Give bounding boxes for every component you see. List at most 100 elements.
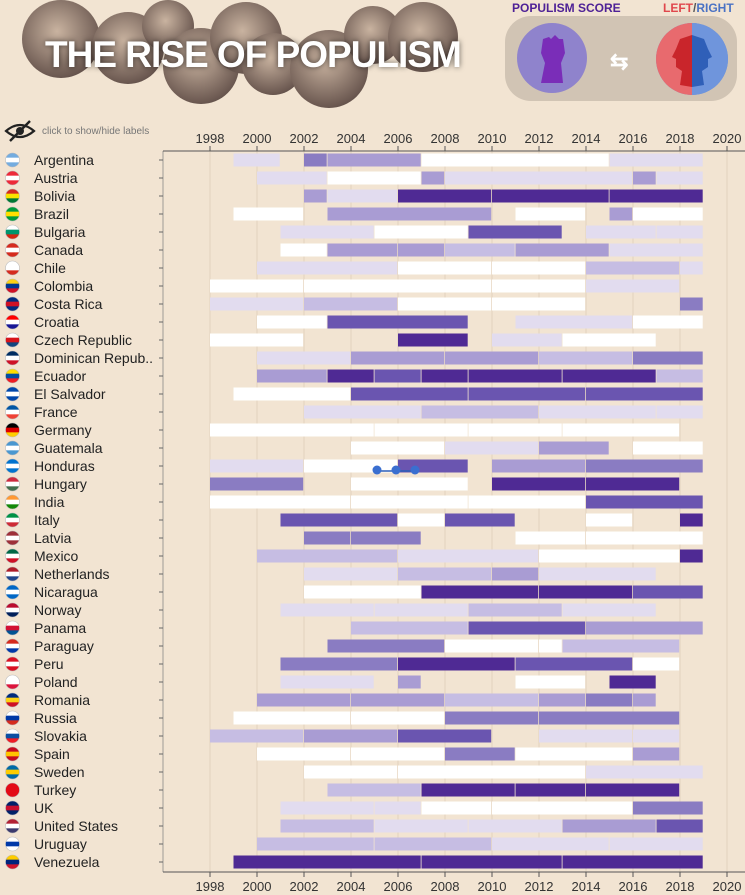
government-term-bar[interactable] <box>398 243 445 257</box>
country-row[interactable]: Germany <box>5 422 680 438</box>
government-term-bar[interactable] <box>445 441 539 455</box>
government-term-bar[interactable] <box>586 261 680 275</box>
government-term-bar[interactable] <box>327 783 421 797</box>
government-term-bar[interactable] <box>445 243 515 257</box>
country-row[interactable]: Latvia <box>5 530 703 546</box>
cursor-handle[interactable] <box>391 465 401 475</box>
country-row[interactable]: France <box>5 404 703 420</box>
country-row[interactable]: Czech Republic <box>5 332 656 348</box>
government-term-bar[interactable] <box>492 837 609 851</box>
government-term-bar[interactable] <box>586 783 680 797</box>
government-term-bar[interactable] <box>257 693 351 707</box>
country-row[interactable]: Hungary <box>5 476 680 492</box>
government-term-bar[interactable] <box>445 693 539 707</box>
government-term-bar[interactable] <box>539 639 562 653</box>
government-term-bar[interactable] <box>539 567 656 581</box>
government-term-bar[interactable] <box>562 819 656 833</box>
country-row[interactable]: Spain <box>5 746 680 762</box>
government-term-bar[interactable] <box>421 585 539 599</box>
government-term-bar[interactable] <box>586 621 703 635</box>
government-term-bar[interactable] <box>633 315 703 329</box>
government-term-bar[interactable] <box>633 351 703 365</box>
government-term-bar[interactable] <box>421 369 468 383</box>
government-term-bar[interactable] <box>468 621 586 635</box>
country-row[interactable]: Mexico <box>5 548 703 564</box>
government-term-bar[interactable] <box>445 747 515 761</box>
government-term-bar[interactable] <box>515 531 586 545</box>
government-term-bar[interactable] <box>398 189 492 203</box>
government-term-bar[interactable] <box>633 585 703 599</box>
country-row[interactable]: India <box>5 494 703 510</box>
government-term-bar[interactable] <box>304 531 351 545</box>
government-term-bar[interactable] <box>586 387 703 401</box>
country-row[interactable]: Poland <box>5 674 656 690</box>
government-term-bar[interactable] <box>586 459 703 473</box>
country-row[interactable]: United States <box>5 818 703 834</box>
government-term-bar[interactable] <box>609 189 703 203</box>
government-term-bar[interactable] <box>257 261 398 275</box>
country-row[interactable]: Panama <box>5 620 703 636</box>
government-term-bar[interactable] <box>374 225 468 239</box>
country-row[interactable]: Dominican Repub.. <box>5 350 703 366</box>
government-term-bar[interactable] <box>398 729 492 743</box>
government-term-bar[interactable] <box>257 747 351 761</box>
government-term-bar[interactable] <box>374 819 468 833</box>
government-term-bar[interactable] <box>633 729 680 743</box>
government-term-bar[interactable] <box>562 369 656 383</box>
government-term-bar[interactable] <box>327 153 421 167</box>
government-term-bar[interactable] <box>327 243 398 257</box>
government-term-bar[interactable] <box>421 783 515 797</box>
government-term-bar[interactable] <box>586 477 680 491</box>
government-term-bar[interactable] <box>656 225 703 239</box>
government-term-bar[interactable] <box>280 603 374 617</box>
government-term-bar[interactable] <box>539 405 656 419</box>
swap-arrows-icon[interactable]: ⇆ <box>610 49 629 74</box>
government-term-bar[interactable] <box>233 855 421 869</box>
government-term-bar[interactable] <box>515 315 633 329</box>
country-row[interactable]: Croatia <box>5 314 703 330</box>
government-term-bar[interactable] <box>210 495 351 509</box>
government-term-bar[interactable] <box>421 171 445 185</box>
government-term-bar[interactable] <box>327 189 398 203</box>
government-term-bar[interactable] <box>304 729 398 743</box>
government-term-bar[interactable] <box>327 369 374 383</box>
government-term-bar[interactable] <box>327 171 421 185</box>
government-term-bar[interactable] <box>210 279 304 293</box>
government-term-bar[interactable] <box>633 657 680 671</box>
government-term-bar[interactable] <box>539 729 633 743</box>
government-term-bar[interactable] <box>539 585 633 599</box>
government-term-bar[interactable] <box>633 747 680 761</box>
government-term-bar[interactable] <box>468 603 562 617</box>
government-term-bar[interactable] <box>398 261 492 275</box>
populism-score-label[interactable]: POPULISM SCORE <box>512 1 621 15</box>
government-term-bar[interactable] <box>539 693 586 707</box>
country-row[interactable]: Chile <box>5 260 703 276</box>
government-term-bar[interactable] <box>562 333 656 347</box>
government-term-bar[interactable] <box>304 153 327 167</box>
government-term-bar[interactable] <box>515 675 586 689</box>
government-term-bar[interactable] <box>257 549 398 563</box>
government-term-bar[interactable] <box>539 441 609 455</box>
government-term-bar[interactable] <box>257 837 374 851</box>
government-term-bar[interactable] <box>586 693 633 707</box>
government-term-bar[interactable] <box>445 639 539 653</box>
government-term-bar[interactable] <box>374 801 421 815</box>
government-term-bar[interactable] <box>280 801 374 815</box>
government-term-bar[interactable] <box>304 585 421 599</box>
government-term-bar[interactable] <box>515 657 633 671</box>
country-row[interactable]: Paraguay <box>5 638 680 654</box>
government-term-bar[interactable] <box>398 549 539 563</box>
government-term-bar[interactable] <box>351 387 468 401</box>
country-row[interactable]: Guatemala <box>5 440 703 456</box>
government-term-bar[interactable] <box>398 297 492 311</box>
timeline-cursor[interactable] <box>372 465 420 475</box>
cursor-handle[interactable] <box>410 465 420 475</box>
government-term-bar[interactable] <box>421 855 562 869</box>
government-term-bar[interactable] <box>492 261 586 275</box>
government-term-bar[interactable] <box>680 549 703 563</box>
government-term-bar[interactable] <box>280 657 398 671</box>
government-term-bar[interactable] <box>351 495 468 509</box>
government-term-bar[interactable] <box>633 441 703 455</box>
country-row[interactable]: Ecuador <box>5 368 703 384</box>
government-term-bar[interactable] <box>539 351 633 365</box>
